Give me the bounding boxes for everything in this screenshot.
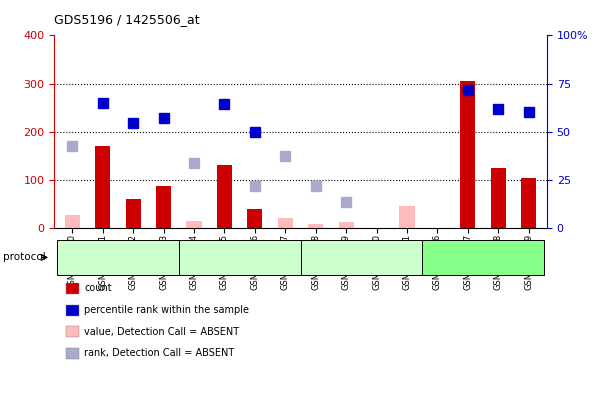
Bar xyxy=(460,81,475,228)
Text: value, Detection Call = ABSENT: value, Detection Call = ABSENT xyxy=(84,327,239,337)
Bar xyxy=(217,165,232,228)
Bar xyxy=(247,224,263,228)
Bar xyxy=(126,199,141,228)
Text: rank, Detection Call = ABSENT: rank, Detection Call = ABSENT xyxy=(84,348,234,358)
Bar xyxy=(186,221,201,228)
Text: interferon-γ +
lipopolysaccharide: interferon-γ + lipopolysaccharide xyxy=(319,248,404,267)
Text: untreated control: untreated control xyxy=(444,253,523,262)
Bar xyxy=(490,168,506,228)
Text: interferon-γ: interferon-γ xyxy=(91,253,145,262)
Text: lipopolysaccharide: lipopolysaccharide xyxy=(197,253,282,262)
Bar xyxy=(400,206,415,228)
Bar xyxy=(338,222,354,228)
Text: percentile rank within the sample: percentile rank within the sample xyxy=(84,305,249,315)
Bar xyxy=(156,185,171,228)
Text: count: count xyxy=(84,283,112,294)
Bar xyxy=(308,224,323,228)
Bar xyxy=(95,146,111,228)
Text: protocol: protocol xyxy=(3,252,46,263)
Bar xyxy=(247,209,263,228)
Bar xyxy=(65,215,80,228)
Bar xyxy=(278,218,293,228)
Bar xyxy=(521,178,536,228)
Text: GDS5196 / 1425506_at: GDS5196 / 1425506_at xyxy=(54,13,200,26)
